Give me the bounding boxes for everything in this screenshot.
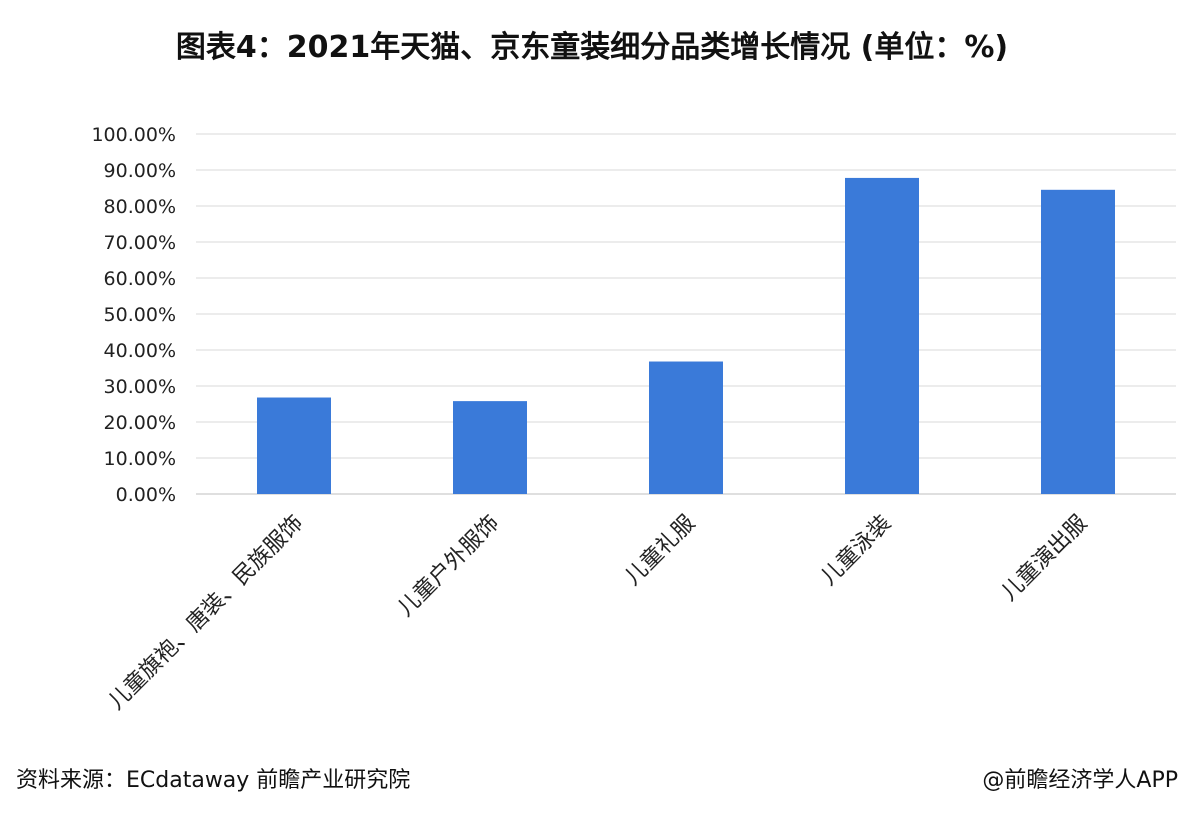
bar — [257, 397, 331, 494]
bars — [257, 177, 1115, 495]
y-tick-label: 40.00% — [104, 340, 176, 362]
x-category-label: 儿童户外服饰 — [393, 511, 504, 622]
y-tick-label: 50.00% — [104, 304, 176, 326]
chart-title: 图表4：2021年天猫、京东童装细分品类增长情况 (单位：%) — [175, 30, 1009, 65]
y-tick-label: 80.00% — [104, 196, 176, 218]
y-tick-label: 30.00% — [104, 376, 176, 398]
x-axis-category-labels: 儿童旗袍、唐装、民族服饰 儿童户外服饰 儿童礼服 儿童泳装 儿童演出服 — [104, 511, 1092, 715]
y-tick-label: 90.00% — [104, 160, 176, 182]
x-category-label: 儿童泳装 — [816, 511, 896, 591]
y-tick-label: 20.00% — [104, 412, 176, 434]
bar — [649, 361, 723, 494]
credit-note: @前瞻经济学人APP — [982, 768, 1178, 793]
y-tick-label: 60.00% — [104, 268, 176, 290]
y-axis-tick-labels: 0.00% 10.00% 20.00% 30.00% 40.00% 50.00% 60.00… — [91, 124, 176, 506]
bar — [1041, 189, 1115, 495]
y-tick-label: 10.00% — [104, 448, 176, 470]
y-tick-label: 70.00% — [104, 232, 176, 254]
y-tick-label: 100.00% — [91, 124, 176, 146]
bar-chart: 0.00% 10.00% 20.00% 30.00% 40.00% 50.00% 60.00… — [91, 124, 1176, 715]
x-category-label: 儿童礼服 — [620, 511, 700, 591]
x-category-label: 儿童演出服 — [997, 511, 1092, 606]
bar — [453, 401, 527, 494]
y-tick-label: 0.00% — [116, 484, 176, 506]
bar — [845, 177, 919, 495]
source-note: 资料来源：ECdataway 前瞻产业研究院 — [16, 768, 411, 793]
x-category-label: 儿童旗袍、唐装、民族服饰 — [104, 511, 308, 715]
